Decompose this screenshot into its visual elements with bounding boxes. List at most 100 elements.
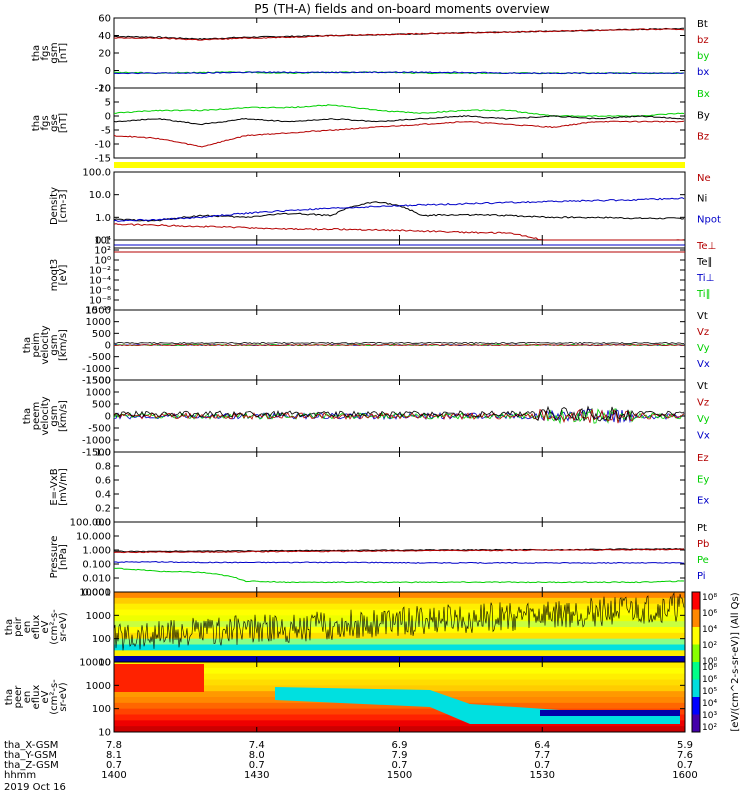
panel-frame [113,239,686,311]
y-tick-label: 1.0 [95,448,111,459]
y-axis-label: gsm [49,405,60,426]
x-tick-label: 5.9 [677,740,693,751]
y-tick-label: 10⁻² [89,266,111,277]
y-tick-label: 0.100 [82,560,111,571]
y-tick-label: 1.0 [95,213,111,224]
x-tick-label: 7.9 [392,750,408,761]
y-tick-label: 10⁻⁸ [89,296,111,307]
spectrogram-band [114,702,685,710]
x-tick-label: 0.7 [677,760,693,771]
y-axis-label: (cm²-s- [49,609,60,645]
legend-entry: Vz [697,327,709,338]
x-tick-label: 1400 [101,770,126,781]
legend-entry: Ti∥ [696,289,711,300]
legend-entry: Npot [697,214,721,225]
legend-entry: Vx [697,359,710,370]
y-tick-label: 100 [92,704,111,715]
y-tick-label: 10² [94,246,111,257]
spectrogram-band [114,708,685,715]
x-axis-row-label: tha_Y-GSM [4,750,57,761]
panel-frame [113,521,686,593]
y-axis-label: tha [22,408,33,424]
series-line-Bz [113,120,685,148]
x-tick-label: 8.0 [249,750,265,761]
y-tick-label: -1500 [82,376,111,387]
series-line-Pi [113,560,685,564]
series-line-bx [113,71,685,75]
panel-frame [113,17,686,89]
y-axis-label: sr-eV) [58,682,69,711]
colorbar-swatch [692,592,700,610]
colorbar-swatch [692,714,700,733]
y-axis-label: tha [22,337,33,353]
legend-entry: Pb [697,539,709,550]
x-axis-row-label: tha_Z-GSM [4,760,59,771]
y-axis-label: eflux [31,685,42,710]
colorbar-tick: 10² [702,723,717,733]
y-axis-label: tha [4,689,15,705]
y-tick-label: 0 [105,112,111,123]
legend-entry: Ne [697,173,711,184]
y-tick-label: -20 [95,84,111,95]
y-axis-label: tha [31,45,42,61]
y-axis-label: gsm [49,42,60,63]
spectrogram-band [114,650,685,657]
x-tick-label: 7.4 [249,740,265,751]
panel-density: 100.0 10.0 1.0 0.1 Density[cm-3] Ne Ni Npot [49,168,721,247]
spectrogram-band [540,710,680,716]
y-tick-label: -500 [88,424,111,435]
y-tick-label: 0.0 [95,518,111,529]
colorbar-tick: 10⁴ [702,699,717,709]
y-tick-label: 0 [105,412,111,423]
y-tick-label: -1000 [82,364,111,375]
legend-entry: Pe [697,555,709,566]
x-tick-label: 1530 [530,770,555,781]
colorbar-swatch [692,662,700,680]
spectrogram-band [114,615,685,622]
x-tick-label: 0.7 [534,760,550,771]
y-axis-label: tha [4,619,15,635]
series-line-Pb [113,548,684,554]
y-axis-label: fgs [40,115,51,130]
spectrogram-band [114,720,685,727]
y-axis-label: [eV] [58,265,69,286]
legend-entry: Vt [697,381,708,392]
velocity-trace [113,341,684,345]
legend-entry: By [697,110,710,121]
legend-entry: Pi [697,571,706,582]
y-axis-label: [nPa] [58,544,69,570]
legend-entry: Ti⊥ [696,273,714,284]
legend-entry: by [697,51,709,62]
x-axis-row-label: tha_X-GSM [4,740,58,751]
legend-entry: Vz [697,398,709,409]
colorbar-tick: 10⁸ [702,663,717,673]
y-tick-label: 0.010 [82,574,111,585]
x-tick-label: 1500 [387,770,412,781]
y-tick-label: 5 [105,98,111,109]
y-tick-label: 100.0 [82,168,111,179]
legend-entry: Vy [697,343,710,354]
series-line-By [113,115,685,126]
y-axis-label: E=-VxB [49,468,60,505]
series-line-Ne [113,223,685,241]
legend-entry: Vt [697,311,708,322]
spectrogram-band [114,621,685,628]
y-tick-label: 0.6 [95,476,111,487]
legend-entry: Bt [697,19,708,30]
y-tick-label: 0 [105,341,111,352]
y-tick-label: 0.2 [95,504,111,515]
y-tick-label: 100.000 [70,518,111,529]
spectrogram-band [114,664,204,692]
spectrogram-band [114,603,685,610]
colorbar-tick: 10⁶ [702,609,717,619]
x-axis-date: 2019 Oct 16 [4,782,66,793]
y-tick-label: 0.4 [95,490,111,501]
legend-entry: bz [697,35,709,46]
y-tick-label: 500 [92,400,111,411]
y-tick-label: 1500 [86,376,111,387]
y-tick-label: 10.000 [76,532,111,543]
series-line-Ni [113,201,685,222]
y-axis-label: Pressure [49,536,60,579]
y-tick-label: -1000 [82,436,111,447]
